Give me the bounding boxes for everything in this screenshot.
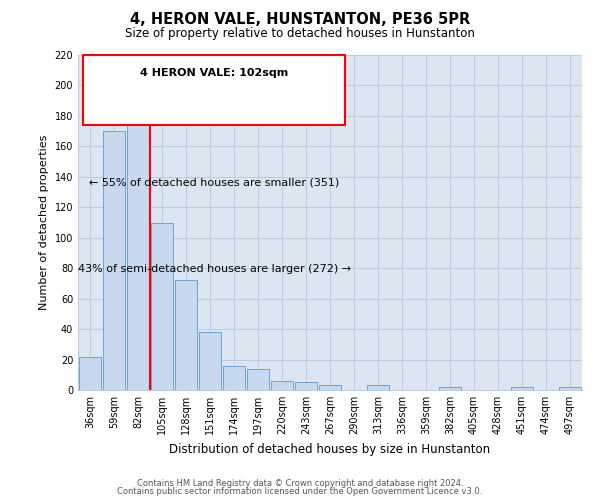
Bar	[151, 222, 173, 390]
Bar	[79, 356, 101, 390]
Bar	[271, 381, 293, 390]
Bar	[511, 387, 533, 390]
Text: Contains public sector information licensed under the Open Government Licence v3: Contains public sector information licen…	[118, 487, 482, 496]
Text: ← 55% of detached houses are smaller (351): ← 55% of detached houses are smaller (35…	[89, 178, 339, 188]
Bar	[367, 386, 389, 390]
Text: Contains HM Land Registry data © Crown copyright and database right 2024.: Contains HM Land Registry data © Crown c…	[137, 478, 463, 488]
Text: Size of property relative to detached houses in Hunstanton: Size of property relative to detached ho…	[125, 28, 475, 40]
Bar	[127, 122, 149, 390]
Bar	[199, 332, 221, 390]
Text: 4 HERON VALE: 102sqm: 4 HERON VALE: 102sqm	[140, 68, 288, 78]
Y-axis label: Number of detached properties: Number of detached properties	[39, 135, 49, 310]
Bar	[439, 387, 461, 390]
FancyBboxPatch shape	[83, 55, 345, 126]
Bar	[103, 131, 125, 390]
Bar	[295, 382, 317, 390]
Bar	[247, 368, 269, 390]
Text: 43% of semi-detached houses are larger (272) →: 43% of semi-detached houses are larger (…	[77, 264, 350, 274]
Bar	[223, 366, 245, 390]
Bar	[559, 387, 581, 390]
Text: 4, HERON VALE, HUNSTANTON, PE36 5PR: 4, HERON VALE, HUNSTANTON, PE36 5PR	[130, 12, 470, 28]
X-axis label: Distribution of detached houses by size in Hunstanton: Distribution of detached houses by size …	[169, 442, 491, 456]
Bar	[175, 280, 197, 390]
Bar	[319, 386, 341, 390]
